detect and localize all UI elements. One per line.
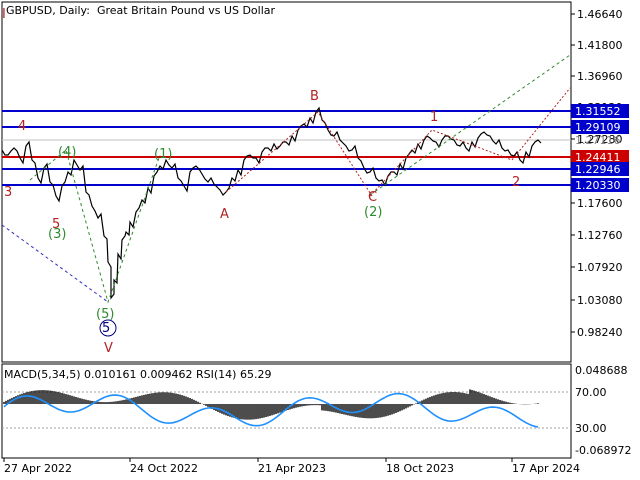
indicator-axis-label: 70.00 <box>575 386 607 399</box>
price-axis-label: 1.03080 <box>577 294 623 307</box>
wave-label: V <box>104 341 113 356</box>
wave-label: (5) <box>96 307 114 322</box>
wave-guide-line <box>369 54 571 196</box>
level-price-badge <box>571 150 629 164</box>
wave-label: A <box>220 207 229 222</box>
symbol-label: GBPUSD <box>6 4 53 17</box>
price-axis-label: 1.17600 <box>577 197 623 210</box>
wave-guide-line <box>369 87 571 197</box>
wave-label: B <box>310 89 319 104</box>
date-axis-label: 24 Oct 2022 <box>130 462 198 475</box>
level-price-label: 1.24411 <box>575 151 621 164</box>
wave-label: C <box>368 190 377 205</box>
main-chart-frame <box>1 1 572 363</box>
wave-circle-marker <box>99 319 117 337</box>
wave-label: 4 <box>18 119 26 134</box>
indicator-axis-label: 30.00 <box>575 422 607 435</box>
level-price-badge <box>571 104 629 118</box>
price-axis-label: 1.27280 <box>577 133 623 146</box>
wave-label: 5 <box>102 321 110 336</box>
price-series-line <box>1 106 542 300</box>
price-axis-label: 0.98240 <box>577 326 623 339</box>
rsi-line <box>3 392 539 428</box>
level-price-badge <box>571 178 629 192</box>
level-price-label: 1.27116 <box>575 134 621 147</box>
chart-title: GBPUSD, Daily: Great Britain Pound vs US… <box>6 4 276 17</box>
price-axis-label: 1.12760 <box>577 229 623 242</box>
indicator-axis-label: -0.068972 <box>575 444 631 457</box>
timeframe-label: Daily: <box>59 4 90 17</box>
date-axis-label: 21 Apr 2023 <box>258 462 326 475</box>
price-axis-label: 1.07920 <box>577 261 623 274</box>
wave-label: (3) <box>48 227 66 242</box>
instrument-description: Great Britain Pound vs US Dollar <box>96 4 276 17</box>
wave-guide-line <box>29 149 161 304</box>
wave-guide-line <box>225 111 373 197</box>
level-price-badge <box>571 162 629 176</box>
wave-label: I <box>2 7 6 22</box>
price-axis-label: 1.41800 <box>577 39 623 52</box>
wave-label: 2 <box>512 175 520 190</box>
indicator-label: MACD(5,34,5) 0.010161 0.009462 RSI(14) 6… <box>4 368 272 381</box>
level-price-label: 1.29109 <box>575 121 621 134</box>
wave-label: 3 <box>4 185 12 200</box>
price-axis-label: 1.36960 <box>577 70 623 83</box>
wave-label: (4) <box>58 145 76 160</box>
level-price-label: 1.22946 <box>575 163 621 176</box>
wave-label: (1) <box>154 147 172 162</box>
wave-label: 5 <box>52 217 60 232</box>
date-axis-label: 27 Apr 2022 <box>4 462 72 475</box>
wave-label: 1 <box>430 110 438 125</box>
price-axis-label: 1.46640 <box>577 8 623 21</box>
wave-guide-line <box>1 224 109 303</box>
level-price-label: 1.20330 <box>575 179 621 192</box>
wave-label: (2) <box>364 205 382 220</box>
indicator-frame <box>1 363 572 459</box>
date-axis-label: 17 Apr 2024 <box>512 462 580 475</box>
level-price-label: 1.31552 <box>575 105 621 118</box>
level-price-badge <box>571 120 629 134</box>
date-axis-label: 18 Oct 2023 <box>386 462 454 475</box>
indicator-axis-label: 0.048688 <box>575 364 628 377</box>
